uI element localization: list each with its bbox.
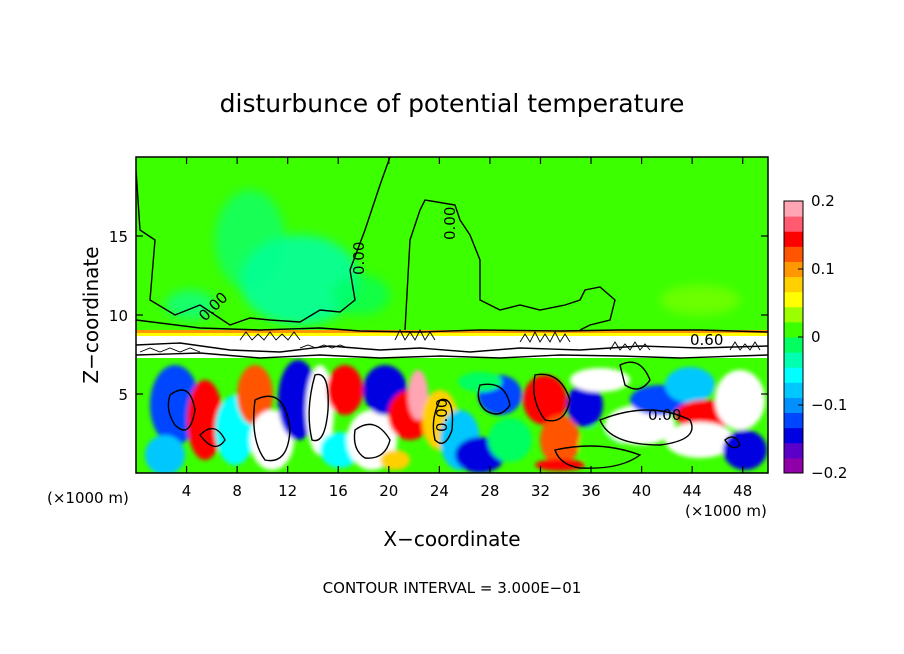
colorbar-swatch xyxy=(784,397,803,414)
colorbar-tick-label: −0.2 xyxy=(811,464,847,482)
x-axis: 4 8 12 16 20 24 28 32 36 40 44 48 xyxy=(182,157,752,500)
x-tick-label: 32 xyxy=(531,482,550,500)
x-tick-label: 24 xyxy=(430,482,449,500)
colorbar-swatch xyxy=(784,306,803,323)
x-tick-label: 4 xyxy=(182,482,192,500)
x-tick-label: 48 xyxy=(733,482,752,500)
y-tick-label: 10 xyxy=(109,307,128,325)
band-yellow xyxy=(136,333,768,336)
colorbar-swatch xyxy=(784,276,803,293)
contour-label: 0.60 xyxy=(690,331,723,349)
chart-title: disturbunce of potential temperature xyxy=(220,89,685,118)
y-tick-label: 15 xyxy=(109,228,128,246)
y-axis: 5 10 15 xyxy=(109,228,768,404)
x-tick-label: 16 xyxy=(329,482,348,500)
plot-area: 0.00 0.00 0.00 0.00 0.60 0.00 xyxy=(136,157,768,473)
colorbar-swatch xyxy=(784,321,803,338)
colorbar xyxy=(784,201,803,474)
contour-label: 0.00 xyxy=(350,242,368,275)
x-unit-right: (×1000 m) xyxy=(685,502,767,520)
x-tick-label: 36 xyxy=(581,482,600,500)
colorbar-swatch xyxy=(784,216,803,232)
colorbar-swatch xyxy=(784,337,803,353)
colorbar-swatch xyxy=(784,457,803,474)
colorbar-tick-label: 0.1 xyxy=(811,260,835,278)
colorbar-swatch xyxy=(784,352,803,368)
contour-label: 0.00 xyxy=(441,207,459,240)
x-unit-left: (×1000 m) xyxy=(47,489,129,507)
colorbar-swatch xyxy=(784,201,803,217)
x-tick-label: 8 xyxy=(232,482,242,500)
colorbar-tick-label: 0 xyxy=(811,328,821,346)
x-tick-label: 40 xyxy=(632,482,651,500)
x-tick-label: 28 xyxy=(480,482,499,500)
colorbar-tick-label: 0.2 xyxy=(811,192,835,210)
contour-lines xyxy=(136,157,768,469)
contour-label: 0.00 xyxy=(648,406,681,424)
colorbar-swatch xyxy=(784,261,803,278)
contour-ripples xyxy=(139,328,761,353)
x-axis-label: X−coordinate xyxy=(383,527,520,551)
colorbar-swatch xyxy=(784,412,803,429)
x-tick-label: 12 xyxy=(278,482,297,500)
colorbar-swatch xyxy=(784,442,803,459)
colorbar-swatch xyxy=(784,246,803,262)
colorbar-swatch xyxy=(784,367,803,383)
y-tick-label: 5 xyxy=(118,386,128,404)
x-tick-label: 44 xyxy=(683,482,702,500)
colorbar-swatch xyxy=(784,427,803,444)
colorbar-ticks: 0.2 0.1 0 −0.1 −0.2 xyxy=(798,192,847,482)
colorbar-swatch xyxy=(784,231,803,247)
colorbar-swatch xyxy=(784,382,803,398)
colorbar-tick-label: −0.1 xyxy=(811,396,847,414)
contour-interval-note: CONTOUR INTERVAL = 3.000E−01 xyxy=(323,579,582,597)
colorbar-swatch xyxy=(784,291,803,308)
x-tick-label: 20 xyxy=(379,482,398,500)
transition-band xyxy=(136,336,768,358)
upper-field-patches xyxy=(165,190,740,325)
y-axis-label: Z−coordinate xyxy=(79,246,103,383)
contour-label: 0.00 xyxy=(433,399,451,432)
